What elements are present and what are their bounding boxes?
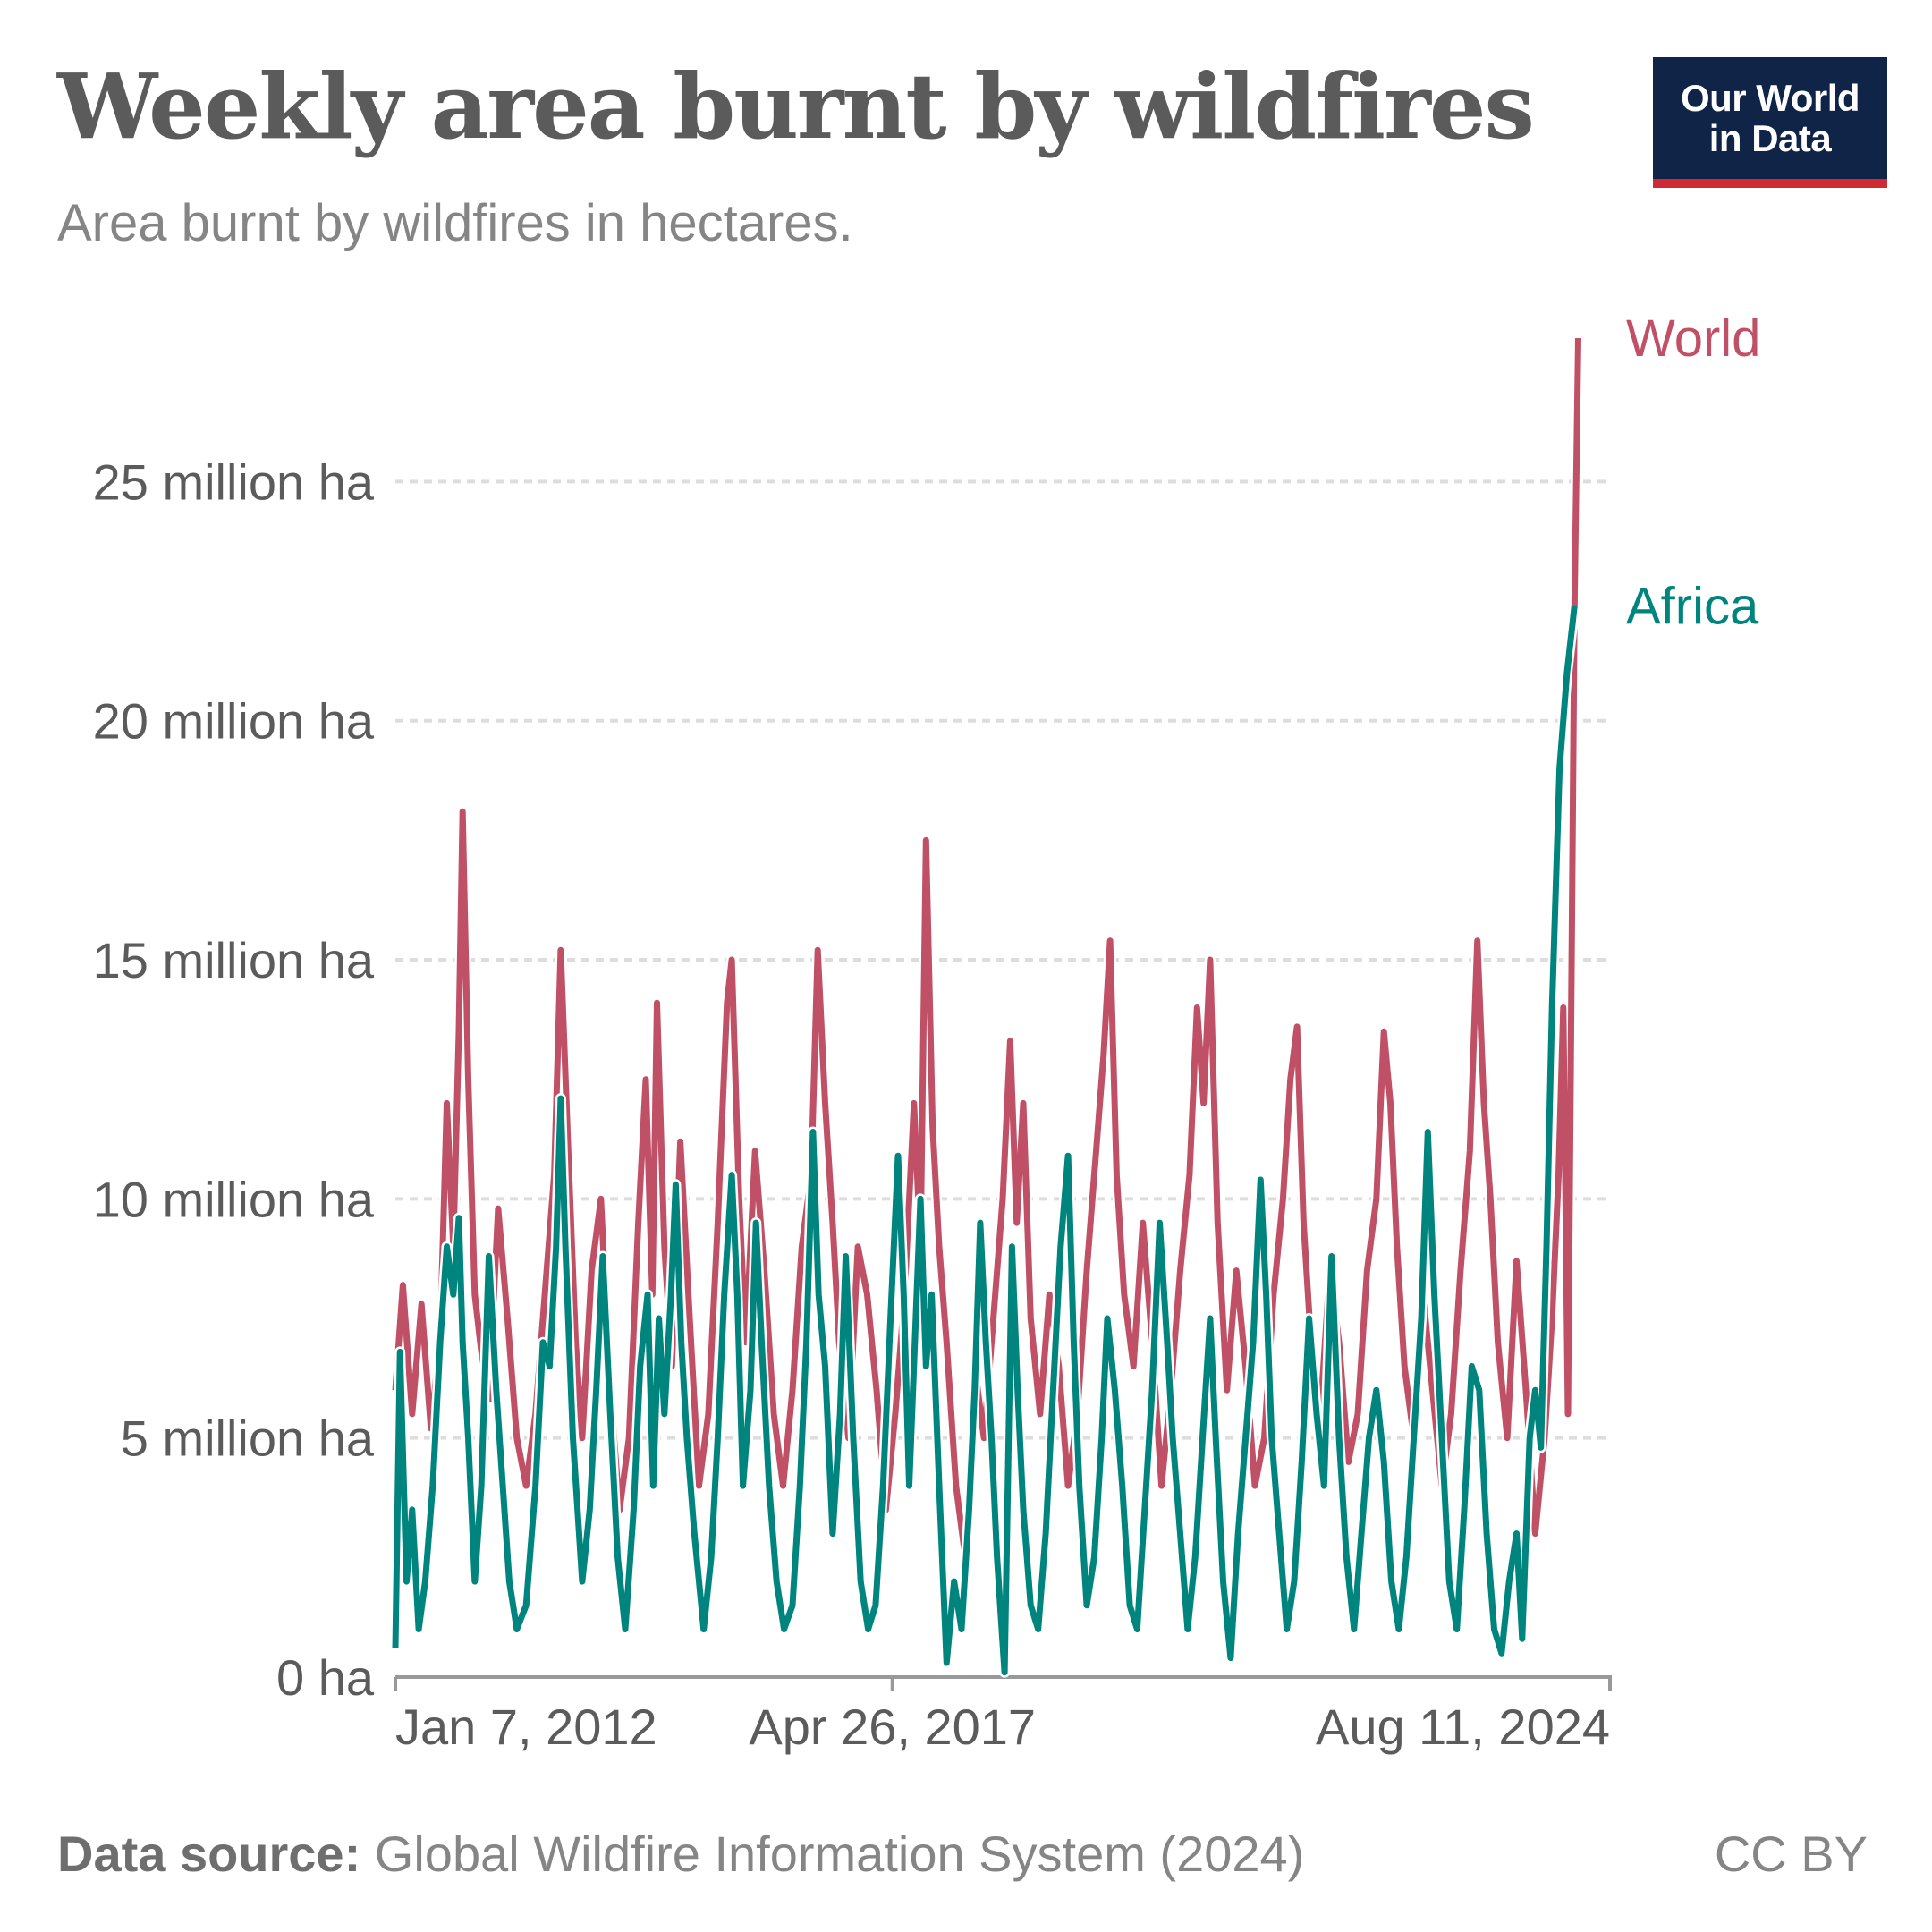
series-lines[interactable] — [390, 337, 1584, 1678]
series-label-africa[interactable]: Africa — [1626, 577, 1759, 635]
data-source-text: Global Wildfire Information System (2024… — [374, 1826, 1305, 1882]
x-tick-label: Aug 11, 2024 — [1316, 1699, 1610, 1755]
logo-line-1: Our World — [1680, 76, 1860, 119]
y-tick-label: 10 million ha — [93, 1171, 375, 1227]
y-axis-tick-labels: 0 ha 5 million ha 10 million ha 15 million … — [93, 453, 375, 1706]
series-line-africa[interactable] — [392, 606, 1578, 1676]
series-end-labels: World Africa — [1626, 309, 1760, 635]
owid-logo[interactable]: Our World in Data — [1653, 57, 1887, 188]
data-source-label: Data source: — [57, 1826, 361, 1882]
logo-line-2: in Data — [1708, 117, 1832, 159]
chart-subtitle: Area burnt by wildfires in hectares. — [57, 194, 853, 252]
y-tick-label: 25 million ha — [93, 453, 375, 510]
series-label-world[interactable]: World — [1626, 309, 1760, 368]
x-axis: Jan 7, 2012 Apr 26, 2017 Aug 11, 2024 — [394, 1675, 1612, 1755]
chart-title: Weekly area burnt by wildfires — [57, 54, 1535, 159]
y-tick-label: 0 ha — [276, 1649, 375, 1706]
y-tick-label: 15 million ha — [93, 932, 375, 988]
y-tick-label: 20 million ha — [93, 693, 375, 750]
x-tick-label: Jan 7, 2012 — [395, 1699, 657, 1755]
license-link[interactable]: CC BY — [1714, 1826, 1868, 1882]
x-tick-label: Apr 26, 2017 — [749, 1699, 1036, 1755]
series-line-world[interactable] — [392, 337, 1581, 1561]
data-source[interactable]: Data source: Global Wildfire Information… — [57, 1825, 1304, 1883]
y-tick-label: 5 million ha — [121, 1411, 375, 1467]
